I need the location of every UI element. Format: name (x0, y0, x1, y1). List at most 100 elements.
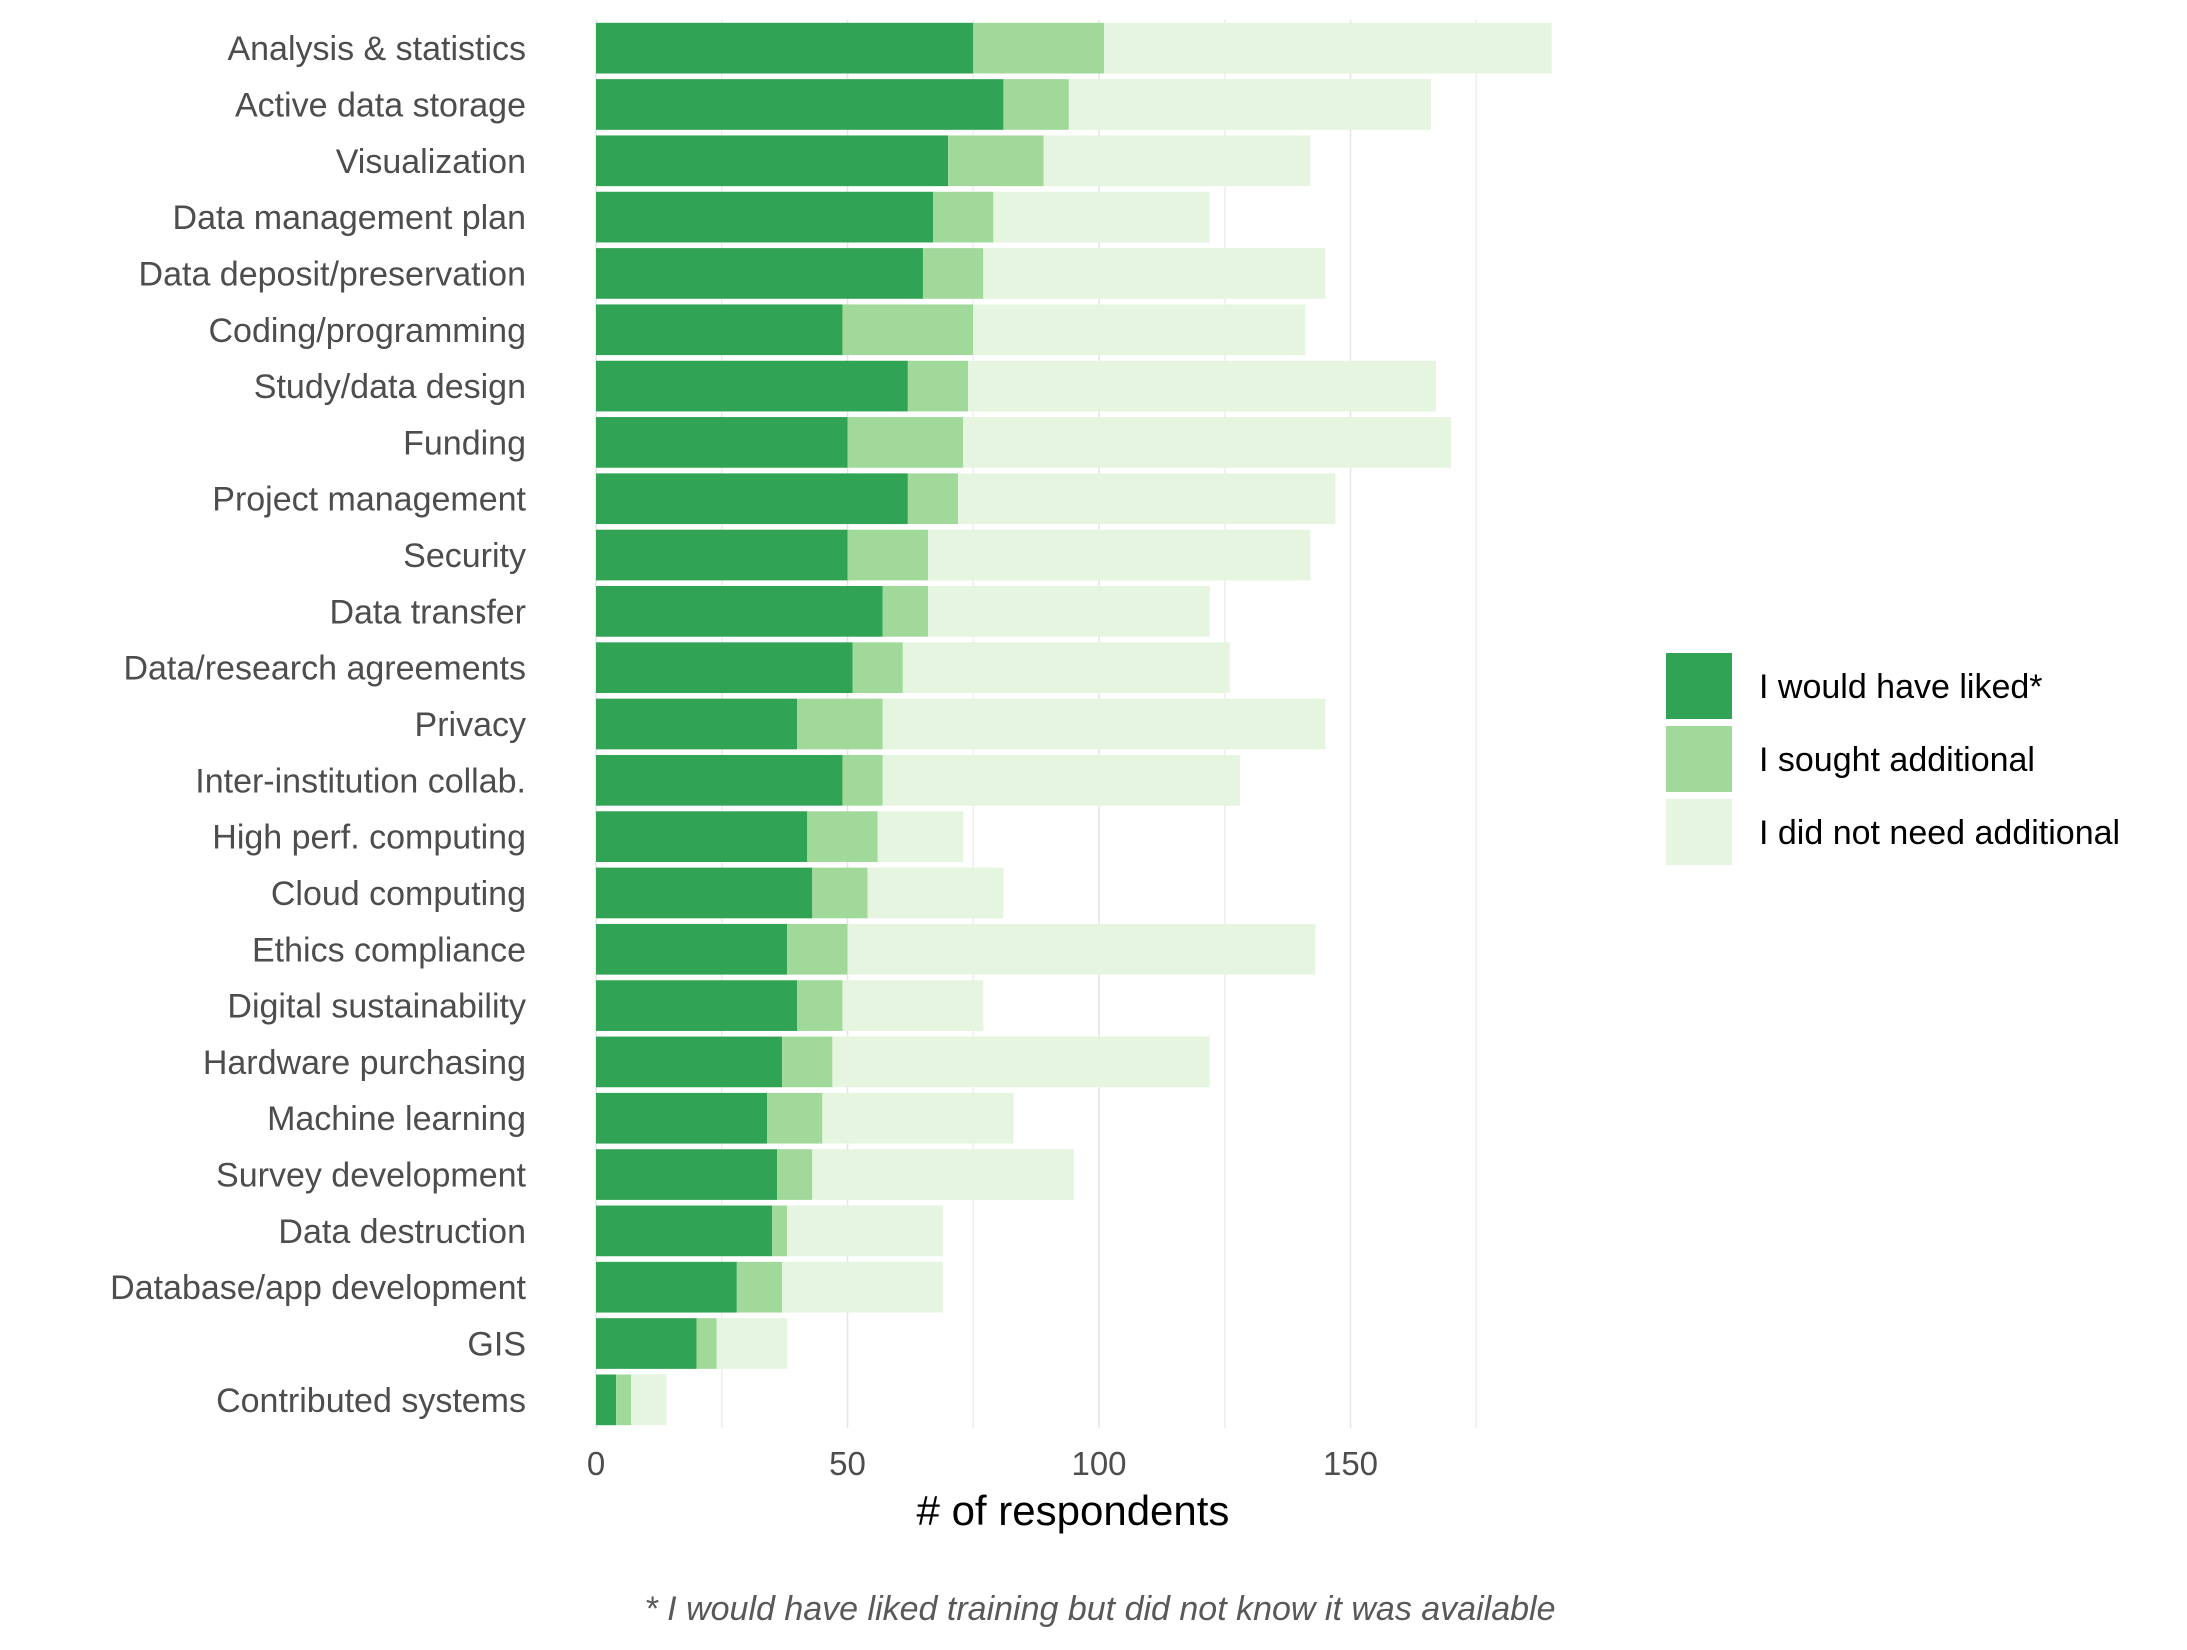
legend-label-2: I sought additional (1759, 741, 2035, 779)
bar-3-row-7 (968, 360, 1437, 412)
bar-2-row-23 (736, 1261, 783, 1313)
legend-key-2 (1666, 726, 1732, 792)
category-label: Active data storage (235, 86, 526, 124)
bar-3-row-14 (882, 754, 1240, 806)
bar-3-row-6 (973, 304, 1306, 356)
bar-1-row-3 (596, 135, 949, 187)
bar-1-row-24 (596, 1318, 697, 1369)
bar-2-row-21 (777, 1149, 813, 1200)
category-label: GIS (467, 1326, 526, 1364)
bar-3-row-15 (877, 811, 964, 862)
x-tick-label: 100 (1071, 1445, 1126, 1482)
bar-2-row-4 (933, 191, 994, 243)
category-label: Data transfer (329, 593, 526, 631)
category-label: High perf. computing (212, 819, 526, 857)
bar-2-row-18 (797, 980, 843, 1031)
bar-2-row-13 (797, 698, 883, 750)
category-label: Coding/programming (209, 312, 527, 350)
bar-3-row-19 (832, 1036, 1210, 1088)
bar-2-row-11 (882, 586, 928, 637)
bar-3-row-13 (882, 698, 1326, 750)
bar-2-row-7 (907, 360, 969, 412)
bar-3-row-12 (902, 642, 1230, 694)
bar-3-row-23 (782, 1261, 944, 1313)
bar-1-row-2 (596, 79, 1004, 130)
bar-2-row-17 (787, 923, 848, 975)
category-label: Visualization (336, 143, 526, 181)
x-tick-label: 0 (587, 1445, 605, 1482)
bar-1-row-21 (596, 1149, 778, 1200)
bar-3-row-9 (958, 473, 1336, 525)
category-label: Machine learning (267, 1100, 526, 1138)
category-label: Survey development (216, 1157, 527, 1195)
category-label: Data management plan (173, 199, 526, 237)
bar-1-row-17 (596, 923, 788, 975)
bar-2-row-20 (767, 1092, 823, 1144)
category-label: Cloud computing (271, 875, 526, 913)
bar-1-row-9 (596, 473, 908, 525)
bar-1-row-18 (596, 980, 798, 1031)
category-label: Data deposit/preservation (139, 255, 526, 293)
bar-3-row-10 (927, 529, 1311, 581)
bar-3-row-3 (1043, 135, 1311, 187)
bar-2-row-2 (1003, 79, 1069, 130)
bar-1-row-10 (596, 529, 848, 581)
bar-2-row-10 (847, 529, 928, 581)
bar-2-row-1 (973, 22, 1105, 74)
bar-2-row-25 (616, 1374, 632, 1426)
legend: I would have liked* I sought additional I … (1666, 653, 2120, 865)
x-axis-title: # of respondents (917, 1487, 1230, 1534)
x-tick-label: 150 (1323, 1445, 1378, 1482)
bar-2-row-12 (852, 642, 903, 694)
category-label: Ethics compliance (252, 931, 526, 969)
bar-3-row-24 (716, 1318, 788, 1369)
bar-3-row-2 (1068, 79, 1431, 130)
bar-3-row-20 (822, 1092, 1014, 1144)
bar-2-row-6 (842, 304, 974, 356)
bar-1-row-15 (596, 811, 808, 862)
bar-1-row-20 (596, 1092, 768, 1144)
bar-2-row-19 (782, 1036, 833, 1088)
bar-1-row-5 (596, 248, 923, 299)
bar-1-row-4 (596, 191, 934, 243)
legend-key-1 (1666, 653, 1732, 719)
bar-1-row-19 (596, 1036, 783, 1088)
bar-3-row-4 (993, 191, 1210, 243)
legend-label-3: I did not need additional (1759, 814, 2120, 852)
bars (596, 22, 1552, 1426)
category-label: Data destruction (278, 1213, 526, 1251)
bar-3-row-18 (842, 980, 984, 1031)
category-label: Project management (212, 481, 526, 519)
bar-1-row-8 (596, 417, 848, 468)
bar-3-row-11 (927, 586, 1210, 637)
bar-2-row-9 (907, 473, 959, 525)
bar-2-row-16 (812, 867, 868, 919)
category-label: Study/data design (254, 368, 526, 406)
x-tick-label: 50 (829, 1445, 866, 1482)
category-label: Digital sustainability (227, 988, 526, 1026)
bar-1-row-13 (596, 698, 798, 750)
category-label: Inter-institution collab. (195, 762, 526, 800)
bar-2-row-24 (696, 1318, 717, 1369)
bar-3-row-5 (983, 248, 1326, 299)
bar-3-row-22 (787, 1205, 944, 1257)
bar-3-row-16 (867, 867, 1004, 919)
bar-3-row-21 (812, 1149, 1074, 1200)
bar-1-row-11 (596, 586, 883, 637)
category-label: Database/app development (110, 1269, 526, 1307)
bar-3-row-17 (847, 923, 1316, 975)
bar-1-row-7 (596, 360, 908, 412)
x-tick-labels: 0 50 100 150 (587, 1445, 1378, 1482)
bar-1-row-14 (596, 754, 843, 806)
category-label: Security (403, 537, 526, 575)
bar-1-row-23 (596, 1261, 737, 1313)
bar-3-row-1 (1104, 22, 1552, 74)
category-labels: Analysis & statistics Active data storage… (110, 30, 526, 1420)
legend-label-1: I would have liked* (1759, 668, 2043, 706)
chart-caption: * I would have liked training but did no… (645, 1590, 1556, 1628)
category-label: Funding (403, 424, 526, 462)
bar-2-row-8 (847, 417, 964, 468)
category-label: Contributed systems (216, 1382, 526, 1420)
category-label: Analysis & statistics (227, 30, 526, 68)
category-label: Privacy (415, 706, 526, 744)
